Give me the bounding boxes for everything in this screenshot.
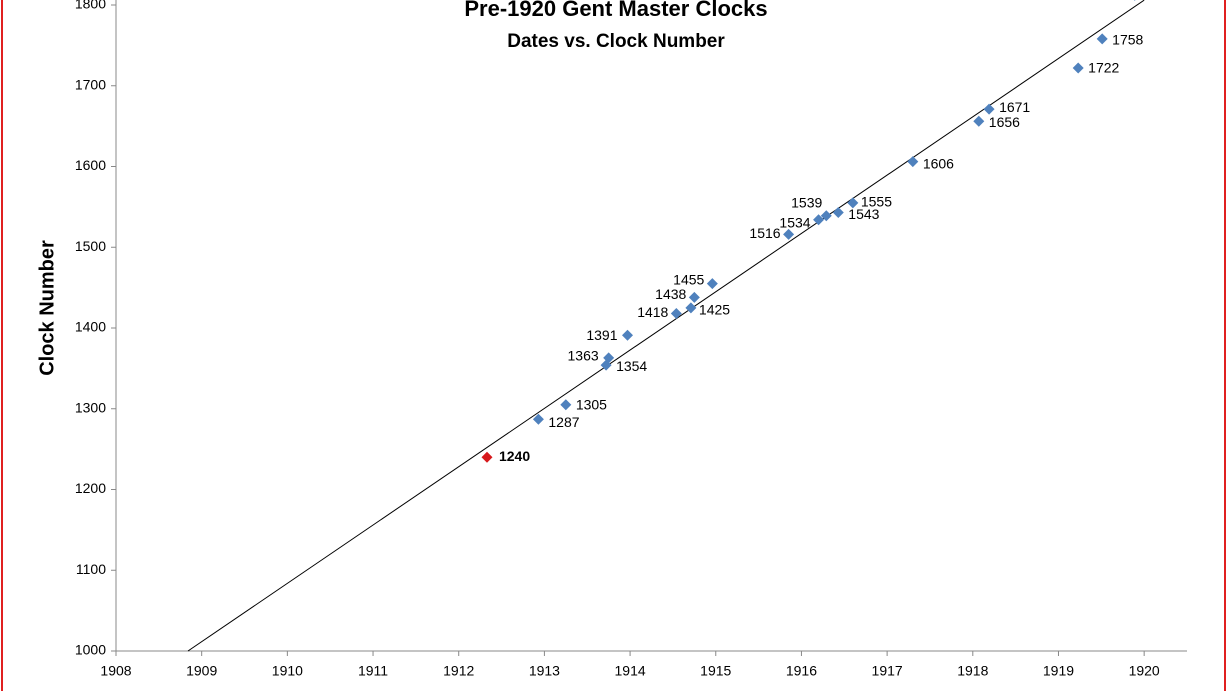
data-label: 1240 (499, 448, 530, 464)
y-tick-label: 1800 (75, 0, 106, 12)
data-point (603, 352, 615, 364)
x-tick-label: 1919 (1043, 663, 1074, 679)
data-label: 1543 (848, 206, 879, 222)
x-tick-label: 1911 (358, 663, 388, 679)
data-point (481, 451, 493, 463)
x-tick-label: 1917 (872, 663, 903, 679)
data-label: 1606 (923, 155, 954, 171)
data-point (622, 329, 634, 341)
data-label: 1354 (616, 358, 647, 374)
data-label: 1671 (999, 99, 1030, 115)
data-point (983, 103, 995, 115)
y-tick-label: 1300 (75, 399, 106, 415)
data-point (820, 210, 832, 222)
data-label: 1418 (637, 304, 668, 320)
data-label: 1363 (568, 348, 599, 364)
x-tick-label: 1912 (443, 663, 474, 679)
data-point (1072, 62, 1084, 74)
y-tick-label: 1000 (75, 642, 106, 658)
data-point (1133, 0, 1136, 1)
x-tick-label: 1914 (615, 663, 646, 679)
data-label: 1287 (548, 414, 579, 430)
data-point (706, 278, 718, 290)
data-label: 1438 (655, 286, 686, 302)
data-point (907, 156, 919, 168)
y-tick-label: 1400 (75, 319, 106, 335)
data-point (1096, 33, 1108, 45)
data-point (973, 115, 985, 127)
x-tick-label: 1909 (186, 663, 217, 679)
y-tick-label: 1200 (75, 480, 106, 496)
data-point (688, 291, 700, 303)
y-tick-label: 1700 (75, 76, 106, 92)
data-label: 1391 (586, 327, 617, 343)
data-label: 1534 (779, 214, 810, 230)
data-label: 1656 (989, 114, 1020, 130)
chart-subtitle: Dates vs. Clock Number (507, 31, 725, 52)
data-point (813, 214, 825, 226)
x-tick-label: 1918 (957, 663, 988, 679)
y-tick-label: 1500 (75, 238, 106, 254)
x-tick-label: 1908 (100, 663, 131, 679)
data-label: 1555 (861, 194, 892, 210)
data-label: 1539 (791, 194, 822, 210)
data-label: 1722 (1088, 60, 1119, 76)
data-point (783, 228, 795, 240)
data-point (670, 307, 682, 319)
data-point (560, 399, 572, 411)
data-point (532, 413, 544, 425)
data-label: 1455 (673, 271, 704, 287)
x-tick-label: 1920 (1129, 663, 1160, 679)
x-tick-label: 1910 (272, 663, 303, 679)
data-point (685, 302, 697, 314)
data-label: 1516 (749, 225, 780, 241)
y-tick-label: 1600 (75, 157, 106, 173)
data-point (832, 207, 844, 219)
x-tick-label: 1915 (700, 663, 731, 679)
data-point (847, 197, 859, 209)
x-tick-label: 1916 (786, 663, 817, 679)
x-tick-label: 1913 (529, 663, 560, 679)
data-label: 1305 (576, 396, 607, 412)
data-label: 1425 (699, 302, 730, 318)
y-axis-label: Clock Number (36, 240, 58, 376)
data-label: 1758 (1112, 32, 1143, 48)
y-tick-label: 1100 (76, 561, 106, 577)
chart-title: Pre-1920 Gent Master Clocks (464, 0, 767, 21)
